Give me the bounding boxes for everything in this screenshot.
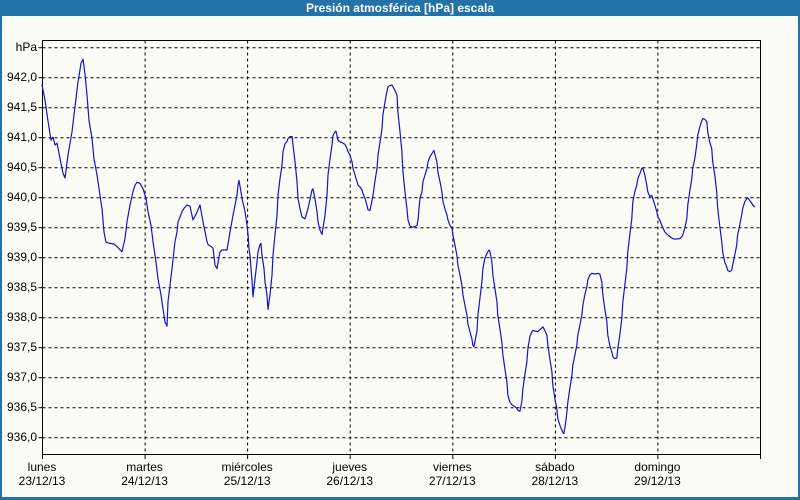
x-axis-day-label: lunes 23/12/13	[0, 460, 90, 488]
date-label: 27/12/13	[428, 474, 476, 488]
title-bar: Presión atmosférica [hPa] escala	[0, 0, 800, 16]
window-border-left	[0, 16, 2, 500]
window-border-right	[798, 16, 800, 500]
y-axis-tick-label: 939,5	[6, 219, 37, 234]
chart-title: Presión atmosférica [hPa] escala	[305, 1, 495, 15]
date-label: 26/12/13	[326, 474, 374, 488]
weekday-label: miércoles	[221, 460, 273, 474]
date-label: 24/12/13	[121, 474, 168, 488]
weekday-label: jueves	[332, 460, 368, 474]
weekday-label: sábado	[535, 460, 575, 474]
y-axis-tick-label: 937,0	[6, 369, 37, 384]
x-axis-day-label: martes 24/12/13	[97, 460, 193, 488]
y-axis-tick-label: 940,5	[6, 159, 37, 174]
x-axis-day-label: jueves 26/12/13	[302, 460, 398, 488]
y-axis-tick-label: 941,5	[6, 99, 37, 114]
weekday-label: domingo	[634, 460, 681, 474]
x-axis-day-label: miércoles 25/12/13	[199, 460, 295, 488]
weekday-label: lunes	[27, 460, 57, 474]
y-axis-unit-label: hPa	[15, 39, 37, 54]
y-axis-tick-label: 939,0	[6, 249, 37, 264]
plot-frame	[42, 40, 761, 455]
date-label: 28/12/13	[531, 474, 579, 488]
y-axis-tick-label: 938,0	[6, 309, 37, 324]
y-axis-tick-label: 942,0	[6, 69, 37, 84]
y-axis-tick-label: 941,0	[6, 129, 37, 144]
date-label: 23/12/13	[18, 474, 66, 488]
y-axis-tick-label: 937,5	[6, 339, 37, 354]
y-axis-tick-label: 936,5	[6, 399, 37, 414]
y-axis-tick-label: 936,0	[6, 429, 37, 444]
date-label: 25/12/13	[223, 474, 271, 488]
date-label: 29/12/13	[634, 474, 681, 488]
weekday-label: viernes	[432, 460, 472, 474]
x-axis-day-label: sábado 28/12/13	[507, 460, 603, 488]
window-border-bottom	[0, 497, 800, 500]
y-axis-tick-label: 940,0	[6, 189, 37, 204]
weekday-label: martes	[126, 460, 163, 474]
y-axis-tick-label: 938,5	[6, 279, 37, 294]
x-axis-day-label: viernes 27/12/13	[404, 460, 500, 488]
pressure-series-line	[41, 58, 756, 435]
x-axis-day-label: domingo 29/12/13	[609, 460, 705, 488]
